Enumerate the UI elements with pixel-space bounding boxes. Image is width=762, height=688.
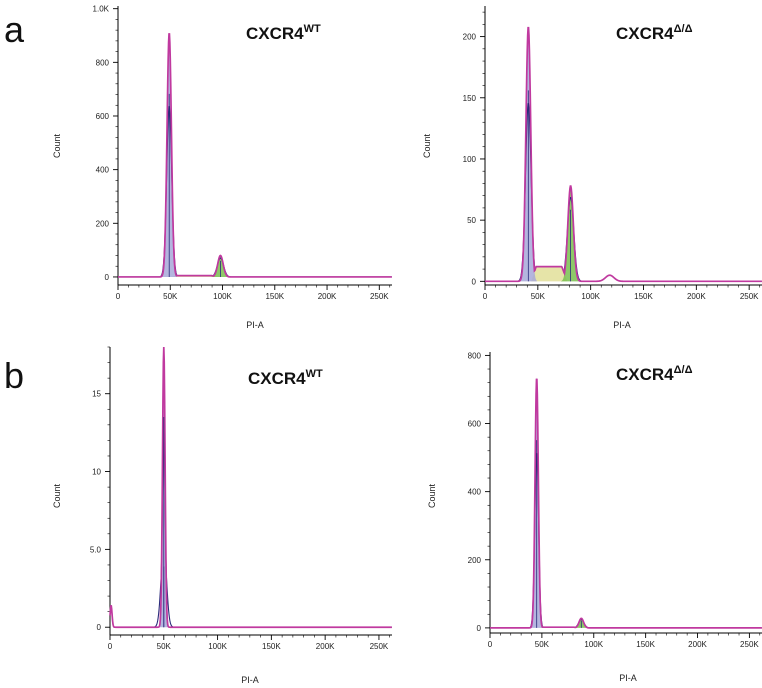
y-axis-label: Count <box>427 484 437 509</box>
x-tick-label: 50K <box>535 640 550 649</box>
x-tick-label: 250K <box>740 640 759 649</box>
y-axis-label: Count <box>422 134 432 159</box>
chart-title: CXCR4WT <box>248 368 323 388</box>
y-tick-label: 200 <box>463 33 477 42</box>
histogram-b-wt: CXCR4WT Count PI-A 0 50K 100K 150K 200K 250K 0… <box>52 346 392 685</box>
x-tick-label: 50K <box>531 292 546 301</box>
x-tick-label: 200K <box>687 292 706 301</box>
model-fit-outline <box>485 26 762 283</box>
y-tick-label: 0 <box>105 273 110 282</box>
x-tick-label: 150K <box>265 292 284 301</box>
y-tick-label: 10 <box>92 468 101 477</box>
y-tick-label: 15 <box>92 390 101 399</box>
x-axis-label: PI-A <box>246 320 264 330</box>
y-tick-label: 400 <box>96 166 110 175</box>
x-tick-label: 250K <box>740 292 759 301</box>
chart-title-superscript: Δ/Δ <box>674 364 693 376</box>
histogram-a-delta: CXCR4Δ/Δ Count PI-A 0 50K 100K 150K 200K 250K… <box>422 6 762 330</box>
y-tick-label: 800 <box>468 351 482 360</box>
x-tick-label: 100K <box>213 292 232 301</box>
x-tick-label: 200K <box>688 640 707 649</box>
x-tick-label: 200K <box>318 292 337 301</box>
x-tick-label: 250K <box>370 292 389 301</box>
x-axis-label: PI-A <box>613 320 631 330</box>
raw-histogram-trace <box>118 106 392 278</box>
chart-title: CXCR4Δ/Δ <box>616 23 693 43</box>
chart-title-superscript: WT <box>304 23 321 35</box>
y-tick-label: 200 <box>96 219 110 228</box>
x-tick-label: 50K <box>157 642 172 651</box>
chart-title: CXCR4WT <box>246 23 321 43</box>
histogram-a-wt: CXCR4WT Count PI-A 0 50K 100K 150K 200K 250K 0… <box>52 5 392 330</box>
chart-title-superscript: WT <box>306 368 323 380</box>
y-tick-label: 1.0K <box>93 5 110 14</box>
x-tick-label: 150K <box>634 292 653 301</box>
chart-title-superscript: Δ/Δ <box>674 23 693 35</box>
x-tick-label: 0 <box>108 642 113 651</box>
y-tick-label: 0 <box>97 623 102 632</box>
y-tick-label: 5.0 <box>90 545 102 554</box>
model-fit-outline <box>109 346 392 629</box>
histogram-b-delta: CXCR4Δ/Δ Count PI-A 0 50K 100K 150K 200K 250K… <box>427 351 762 683</box>
y-tick-label: 0 <box>472 277 477 286</box>
x-tick-label: 100K <box>208 642 227 651</box>
y-tick-label: 200 <box>468 556 482 565</box>
x-axis-label: PI-A <box>619 673 637 683</box>
x-tick-label: 0 <box>116 292 121 301</box>
y-tick-label: 800 <box>96 58 110 67</box>
model-fit-outline <box>118 33 392 278</box>
panel-letter-a: a <box>4 9 25 50</box>
x-tick-label: 250K <box>370 642 389 651</box>
x-tick-label: 100K <box>584 640 603 649</box>
x-tick-label: 0 <box>488 640 493 649</box>
x-tick-label: 200K <box>316 642 335 651</box>
y-tick-label: 100 <box>463 155 477 164</box>
s-phase-fill <box>528 266 571 282</box>
x-tick-label: 50K <box>163 292 178 301</box>
x-tick-label: 0 <box>483 292 488 301</box>
y-axis-label: Count <box>52 134 62 159</box>
raw-histogram-trace <box>109 431 392 628</box>
y-axis-label: Count <box>52 484 62 509</box>
panel-letter-b: b <box>4 355 24 396</box>
x-tick-label: 100K <box>581 292 600 301</box>
y-tick-label: 50 <box>467 216 476 225</box>
model-fit-outline <box>490 378 762 629</box>
y-tick-label: 600 <box>96 112 110 121</box>
y-tick-label: 0 <box>477 624 482 633</box>
x-tick-label: 150K <box>636 640 655 649</box>
y-tick-label: 600 <box>468 420 482 429</box>
y-tick-label: 400 <box>468 488 482 497</box>
x-tick-label: 150K <box>262 642 281 651</box>
y-tick-label: 150 <box>463 94 477 103</box>
x-axis-label: PI-A <box>241 675 259 685</box>
raw-histogram-trace <box>490 453 762 629</box>
chart-title: CXCR4Δ/Δ <box>616 364 693 384</box>
